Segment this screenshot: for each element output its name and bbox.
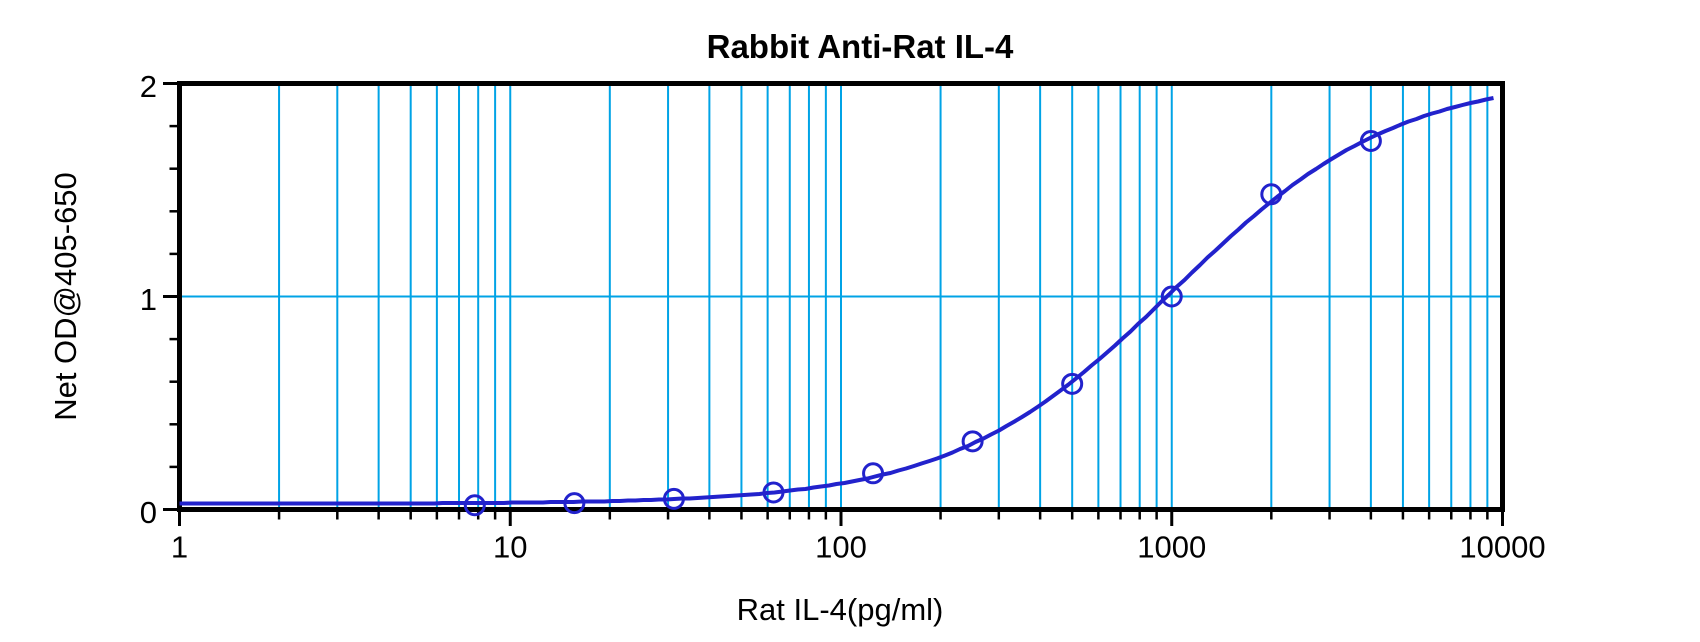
data-point-marker-2000 [1260, 183, 1283, 206]
data-point-marker-500 [1061, 372, 1084, 395]
x-tick-label-10: 10 [493, 530, 527, 565]
x-axis-label: Rat IL-4(pg/ml) [737, 592, 944, 627]
data-point-marker-15.625 [563, 492, 586, 515]
standard-curve-line [179, 96, 1494, 506]
data-point-marker-7.8125 [463, 494, 486, 517]
x-tick-label-1000: 1000 [1137, 530, 1206, 565]
data-point-marker-31.25 [662, 487, 685, 510]
data-point-marker-250 [961, 430, 984, 453]
data-point-marker-62.5 [762, 481, 785, 504]
x-tick-label-100: 100 [815, 530, 867, 565]
data-series [179, 96, 1494, 517]
data-point-marker-4000 [1359, 130, 1382, 153]
x-tick-label-10000: 10000 [1459, 530, 1545, 565]
x-tick-label-1: 1 [171, 530, 188, 565]
data-point-marker-1000 [1160, 285, 1183, 308]
y-tick-label-1: 1 [140, 282, 157, 317]
axis-ticks [163, 82, 1504, 526]
chart-title: Rabbit Anti-Rat IL-4 [707, 28, 1014, 65]
y-axis-label: Net OD@405-650 [48, 172, 83, 421]
y-tick-label-2: 2 [140, 69, 157, 104]
y-tick-label-0: 0 [140, 495, 157, 530]
gridlines [179, 83, 1503, 510]
data-point-marker-125 [862, 462, 885, 485]
